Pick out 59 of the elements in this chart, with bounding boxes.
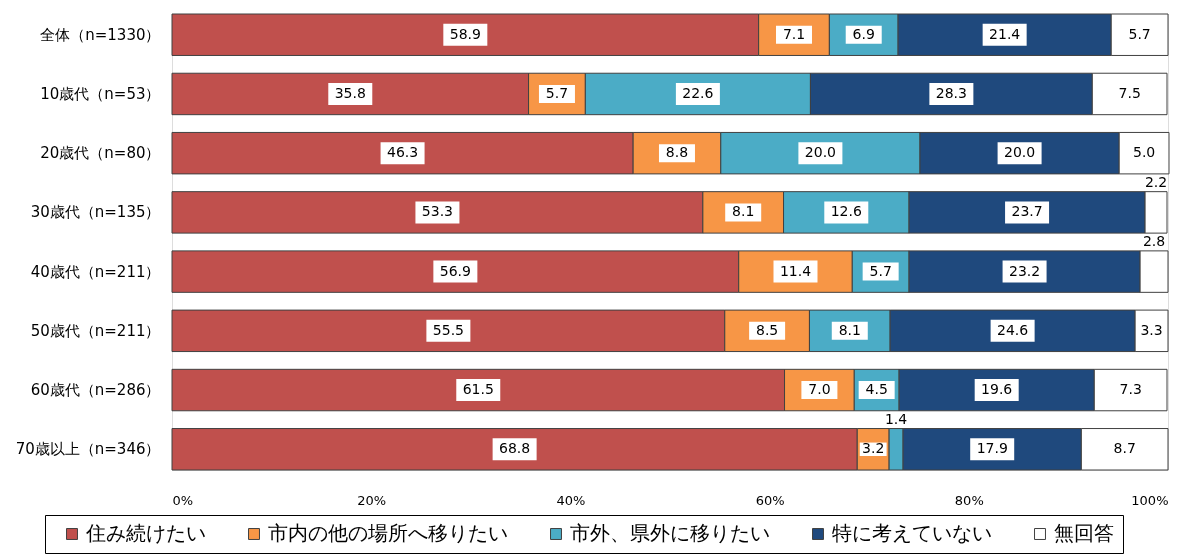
y-tick-label: 10歳代（n=53） — [40, 84, 161, 103]
x-tick-label: 60% — [755, 492, 785, 508]
data-label: 8.7 — [1113, 440, 1136, 457]
data-label: 11.4 — [779, 262, 812, 279]
data-label: 5.0 — [1132, 144, 1156, 161]
data-label: 2.2 — [1144, 173, 1168, 190]
data-label: 17.9 — [976, 440, 1008, 457]
data-label: 3.2 — [862, 440, 885, 457]
data-label: 8.1 — [838, 321, 861, 338]
y-tick-label: 40歳代（n=211） — [30, 262, 161, 281]
data-label: 8.8 — [665, 144, 689, 161]
data-label: 20.0 — [1004, 144, 1036, 161]
data-label: 22.6 — [682, 84, 714, 101]
y-tick-label: 70歳以上（n=346） — [15, 440, 161, 459]
y-tick-label: 20歳代（n=80） — [40, 144, 161, 163]
x-tick-label: 0% — [172, 492, 194, 508]
data-label: 21.4 — [989, 25, 1021, 42]
data-label: 5.7 — [545, 84, 569, 101]
data-label: 5.7 — [1128, 25, 1151, 42]
legend-label: 住み続けたい — [85, 521, 206, 545]
data-label: 61.5 — [462, 381, 494, 398]
data-label: 8.1 — [732, 203, 755, 220]
x-tick-label: 100% — [1131, 492, 1169, 508]
y-tick-label: 全体（n=1330） — [40, 25, 161, 44]
data-label: 53.3 — [421, 203, 454, 220]
data-label: 1.4 — [884, 410, 908, 427]
data-label: 35.8 — [334, 84, 366, 101]
data-label: 28.3 — [935, 84, 967, 101]
data-label: 8.5 — [755, 321, 779, 338]
x-tick-label: 40% — [556, 492, 586, 508]
data-label: 19.6 — [981, 381, 1013, 398]
data-label: 6.9 — [852, 25, 875, 42]
data-label: 2.8 — [1142, 232, 1166, 249]
data-label: 7.3 — [1119, 381, 1142, 398]
data-label: 56.9 — [439, 262, 471, 279]
y-tick-label: 30歳代（n=135） — [30, 203, 161, 222]
data-label: 55.5 — [432, 321, 464, 338]
y-tick-label: 60歳代（n=286） — [30, 381, 161, 400]
data-label: 4.5 — [865, 381, 888, 398]
data-label: 7.0 — [808, 381, 831, 398]
data-label: 23.2 — [1008, 262, 1041, 279]
legend-label: 市外、県外に移りたい — [570, 521, 770, 545]
data-label: 7.1 — [782, 25, 806, 42]
legend-label: 特に考えていない — [832, 521, 992, 545]
data-label: 3.3 — [1140, 321, 1163, 338]
data-label: 23.7 — [1011, 203, 1043, 220]
data-label: 46.3 — [386, 144, 419, 161]
x-tick-label: 80% — [954, 492, 984, 508]
data-label: 68.8 — [499, 440, 531, 457]
data-label: 7.5 — [1118, 84, 1141, 101]
legend-label: 市内の他の場所へ移りたい — [268, 521, 508, 545]
data-label: 58.9 — [449, 25, 481, 42]
legend-label: 無回答 — [1054, 521, 1114, 545]
data-label: 24.6 — [997, 321, 1029, 338]
data-label: 20.0 — [804, 144, 836, 161]
y-tick-label: 50歳代（n=211） — [30, 321, 161, 340]
x-tick-label: 20% — [357, 492, 387, 508]
data-label: 12.6 — [830, 203, 862, 220]
data-label: 5.7 — [869, 262, 892, 279]
